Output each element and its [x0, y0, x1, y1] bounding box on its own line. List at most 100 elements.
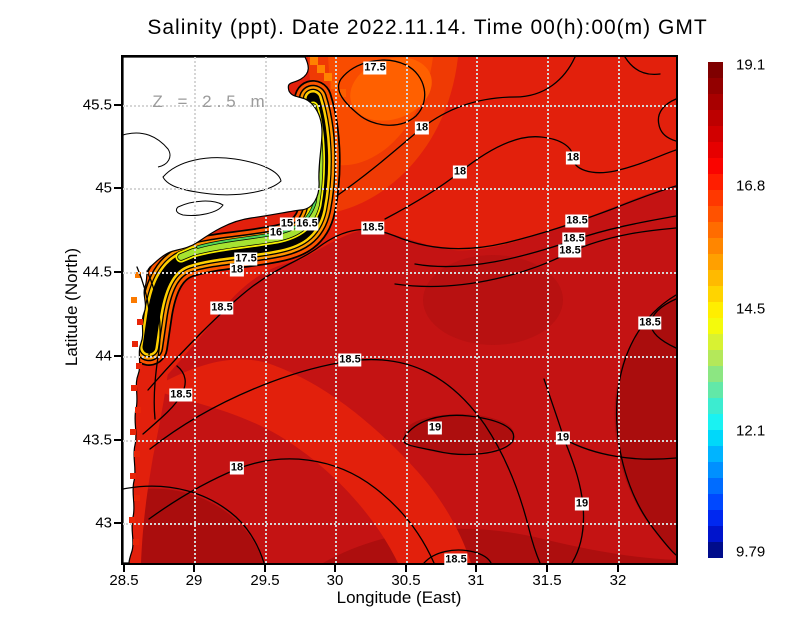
x-tick-label: 31 — [467, 572, 485, 589]
x-tick-label: 30 — [326, 572, 344, 589]
colorbar-segment — [708, 462, 723, 478]
contour-label: 19 — [555, 431, 571, 445]
colorbar-segment — [708, 142, 723, 158]
gridline-horizontal — [123, 105, 676, 107]
contour-label: 17.5 — [234, 252, 258, 266]
colorbar-tick-label: 16.8 — [736, 177, 766, 195]
colorbar-tick-label: 9.79 — [736, 543, 766, 561]
contour-label: 18 — [414, 121, 430, 135]
colorbar-segment — [708, 254, 723, 270]
gridline-horizontal — [123, 523, 676, 525]
y-tick-mark — [114, 522, 121, 524]
colorbar-segment — [708, 78, 723, 94]
contour-label: 18 — [229, 263, 245, 277]
gridline-horizontal — [123, 440, 676, 442]
y-tick-label: 44.5 — [82, 263, 112, 281]
colorbar-segment — [708, 494, 723, 510]
y-tick-label: 43 — [95, 514, 112, 532]
x-tick-mark — [123, 565, 125, 572]
colorbar-tick-label: 14.5 — [736, 300, 766, 318]
colorbar-segment — [708, 158, 723, 174]
colorbar — [708, 62, 723, 558]
gridline-vertical — [618, 57, 620, 563]
contour-label: 16.5 — [295, 217, 319, 231]
contour-label: 18 — [565, 151, 581, 165]
colorbar-segment — [708, 398, 723, 414]
contour-label: 19 — [574, 497, 590, 511]
y-tick-label: 45 — [95, 179, 112, 197]
colorbar-segment — [708, 222, 723, 238]
colorbar-segment — [708, 62, 723, 78]
x-tick-label: 31.5 — [532, 572, 562, 589]
contour-label: 18.5 — [338, 353, 362, 367]
contour-label: 18.5 — [638, 316, 662, 330]
contour-label: 18.5 — [361, 221, 385, 235]
contour-label: 18.5 — [565, 214, 589, 228]
colorbar-segment — [708, 110, 723, 126]
colorbar-segment — [708, 414, 723, 430]
colorbar-segment — [708, 510, 723, 526]
y-axis-title: Latitude (North) — [62, 247, 81, 367]
gridline-vertical — [335, 57, 337, 563]
colorbar-segment — [708, 334, 723, 350]
contour-label: 18.5 — [562, 232, 586, 246]
gridline-horizontal — [123, 188, 676, 190]
x-tick-mark — [405, 565, 407, 572]
x-tick-mark — [264, 565, 266, 572]
colorbar-segment — [708, 350, 723, 366]
colorbar-segment — [708, 238, 723, 254]
colorbar-segment — [708, 174, 723, 190]
contour-label: 18.5 — [210, 301, 234, 315]
gridline-vertical — [265, 57, 267, 563]
colorbar-segment — [708, 126, 723, 142]
x-tick-label: 29.5 — [250, 572, 280, 589]
contour-label: 16 — [268, 226, 284, 240]
x-tick-label: 29 — [185, 572, 203, 589]
colorbar-segment — [708, 382, 723, 398]
colorbar-segment — [708, 94, 723, 110]
x-tick-mark — [617, 565, 619, 572]
colorbar-segment — [708, 206, 723, 222]
map-plot — [121, 55, 678, 565]
salinity-contour-map — [123, 57, 676, 563]
colorbar-segment — [708, 366, 723, 382]
y-tick-mark — [114, 104, 121, 106]
x-tick-mark — [546, 565, 548, 572]
colorbar-segment — [708, 430, 723, 446]
contour-label: 18 — [452, 165, 468, 179]
contour-label: 17.5 — [363, 61, 387, 75]
lagoon-outline-2 — [175, 200, 224, 216]
gridline-vertical — [194, 57, 196, 563]
depth-annotation: Z = 2.5 m — [152, 92, 270, 111]
colorbar-tick-label: 12.1 — [736, 422, 766, 440]
inland-contour — [123, 132, 171, 168]
y-tick-label: 44 — [95, 347, 112, 365]
gridline-horizontal — [123, 272, 676, 274]
colorbar-tick-label: 19.1 — [736, 56, 766, 74]
contour-label: 18.5 — [169, 388, 193, 402]
gridline-horizontal — [123, 356, 676, 358]
contour-label: 19 — [427, 421, 443, 435]
contour-label: 18.5 — [558, 244, 582, 258]
y-tick-mark — [114, 439, 121, 441]
y-tick-mark — [114, 271, 121, 273]
gridline-vertical — [476, 57, 478, 563]
colorbar-segment — [708, 270, 723, 286]
y-tick-label: 45.5 — [82, 96, 112, 114]
x-axis-title: Longitude (East) — [336, 588, 462, 607]
x-tick-label: 32 — [609, 572, 627, 589]
x-tick-mark — [334, 565, 336, 572]
gridline-vertical — [547, 57, 549, 563]
contour-label: 15 — [279, 217, 295, 231]
x-tick-mark — [475, 565, 477, 572]
x-tick-label: 28.5 — [109, 572, 139, 589]
colorbar-segment — [708, 526, 723, 542]
x-tick-mark — [193, 565, 195, 572]
y-tick-mark — [114, 355, 121, 357]
y-tick-mark — [114, 187, 121, 189]
colorbar-segment — [708, 446, 723, 462]
y-tick-label: 43.5 — [82, 431, 112, 449]
colorbar-segment — [708, 302, 723, 318]
lagoon-outline — [162, 157, 282, 196]
